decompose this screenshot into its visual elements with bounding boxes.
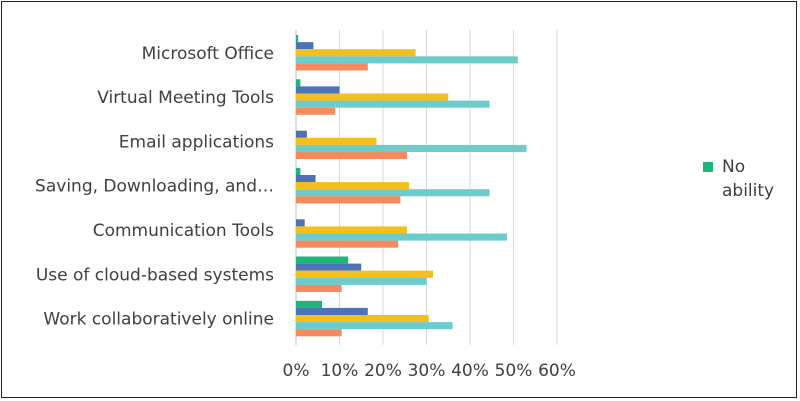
x-tick-label: 0%	[283, 361, 310, 381]
bar-1-series-2	[296, 93, 449, 101]
bar-3-series-3	[296, 189, 490, 197]
bar-6-series-2	[296, 315, 429, 323]
category-label: Communication Tools	[93, 221, 274, 241]
bar-1-series-4	[296, 107, 336, 115]
x-tick-label: 40%	[451, 361, 489, 381]
bar-2-series-2	[296, 137, 377, 145]
bar-4-series-3	[296, 233, 507, 241]
x-tick-label: 60%	[538, 361, 576, 381]
category-label: Virtual Meeting Tools	[97, 88, 274, 108]
bar-4-series-2	[296, 226, 407, 234]
x-tick-label: 10%	[321, 361, 359, 381]
bar-4-series-4	[296, 240, 399, 248]
category-labels: Microsoft Office Virtual Meeting Tools Ema…	[35, 44, 274, 330]
bar-5-series-3	[296, 277, 427, 285]
bar-6-series-3	[296, 322, 453, 330]
bar-5-series-0	[296, 256, 349, 264]
bars	[296, 35, 527, 337]
bar-3-series-4	[296, 196, 401, 204]
legend-swatch	[703, 162, 713, 172]
legend: No ability	[703, 157, 774, 201]
x-tick-label: 30%	[408, 361, 446, 381]
x-tick-label: 50%	[495, 361, 533, 381]
legend-label: No ability	[722, 157, 774, 201]
bar-1-series-3	[296, 100, 490, 108]
bar-3-series-1	[296, 175, 316, 183]
bar-2-series-1	[296, 130, 307, 138]
bar-4-series-1	[296, 219, 305, 227]
bar-1-series-0	[296, 79, 301, 87]
bar-0-series-3	[296, 56, 518, 64]
category-label: Use of cloud-based systems	[36, 265, 274, 285]
bar-6-series-1	[296, 307, 368, 315]
bar-5-series-1	[296, 263, 362, 271]
bar-1-series-1	[296, 86, 340, 94]
category-label: Email applications	[119, 132, 274, 152]
bar-3-series-0	[296, 167, 301, 175]
bar-0-series-0	[296, 35, 299, 43]
bar-5-series-2	[296, 270, 434, 278]
category-label: Work collaboratively online	[43, 310, 274, 330]
x-tick-labels: 0% 10% 20% 30% 40% 50% 60%	[283, 361, 576, 381]
bar-0-series-1	[296, 42, 314, 50]
category-label: Saving, Downloading, and…	[35, 177, 274, 197]
x-tick-label: 20%	[364, 361, 402, 381]
bar-3-series-2	[296, 182, 410, 190]
bar-5-series-4	[296, 284, 342, 292]
bar-2-series-4	[296, 152, 407, 160]
bar-6-series-4	[296, 329, 342, 337]
bar-6-series-0	[296, 300, 323, 308]
bar-0-series-4	[296, 63, 368, 71]
category-label: Microsoft Office	[142, 44, 274, 64]
bar-2-series-3	[296, 144, 527, 152]
bar-0-series-2	[296, 49, 416, 57]
